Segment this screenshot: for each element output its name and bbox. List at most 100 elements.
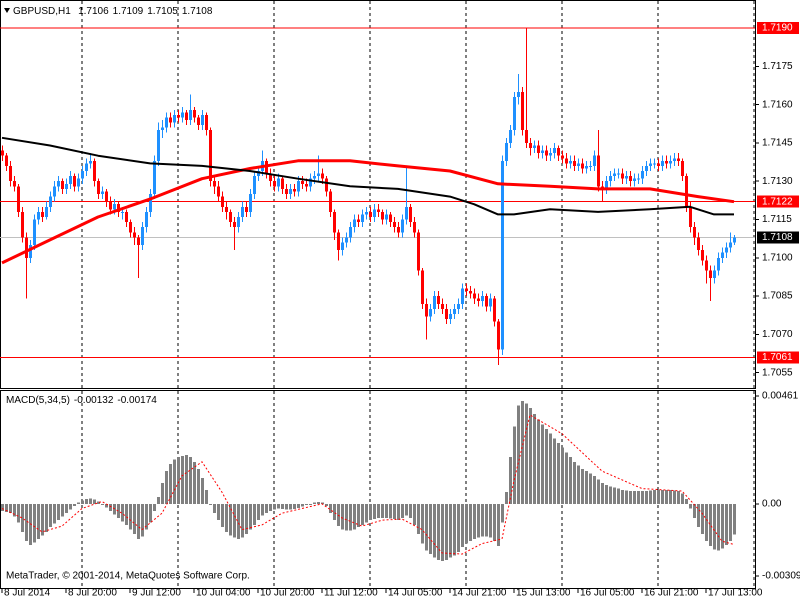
candle-body — [557, 148, 560, 156]
candle-body — [393, 222, 396, 228]
candle-body — [637, 178, 640, 180]
macd-bar — [489, 503, 492, 538]
candle-body — [273, 181, 276, 187]
macd-bar — [621, 489, 624, 504]
macd-bar — [109, 503, 112, 511]
macd-bar — [329, 503, 332, 514]
macd-bar — [321, 502, 324, 504]
ohlc-open: 1.7106 — [78, 6, 109, 17]
macd-bar — [669, 489, 672, 504]
signal-value: -0.00174 — [117, 395, 157, 406]
macd-bar — [445, 503, 448, 560]
macd-bar — [89, 498, 92, 504]
macd-bar — [549, 433, 552, 504]
macd-bar — [629, 490, 632, 504]
candle-body — [357, 219, 360, 223]
candle-body — [457, 303, 460, 309]
indicator-header: MACD(5,34,5) -0.00132 -0.00174 — [6, 395, 157, 406]
candle-body — [73, 176, 76, 187]
macd-bar — [429, 503, 432, 555]
candle-body — [437, 296, 440, 304]
candle-body — [453, 308, 456, 314]
macd-bar — [257, 503, 260, 521]
macd-bar — [601, 482, 604, 504]
macd-bar — [345, 503, 348, 531]
candle-body — [257, 171, 260, 177]
candle-body — [657, 163, 660, 166]
level-label-box — [757, 351, 799, 364]
candle-body — [669, 160, 672, 164]
macd-bar — [605, 485, 608, 504]
x-tick-label: 8 Jul 20:00 — [68, 588, 117, 599]
candle-body — [329, 191, 332, 212]
candle-body — [425, 303, 428, 317]
candle-body — [717, 257, 720, 271]
macd-bar — [685, 499, 688, 504]
macd-bar — [577, 465, 580, 504]
level-label: 1.7122 — [762, 196, 793, 207]
macd-bar — [557, 443, 560, 504]
candle-body — [5, 155, 8, 166]
macd-bar — [461, 503, 464, 548]
candle-body — [225, 206, 228, 212]
candle-body — [109, 201, 112, 210]
macd-bar — [25, 503, 28, 542]
macd-bar — [313, 502, 316, 504]
candle-body — [341, 242, 344, 251]
macd-bar — [677, 490, 680, 504]
candle-body — [625, 176, 628, 179]
macd-bar — [201, 478, 204, 504]
candle-body — [621, 173, 624, 179]
candle-body — [65, 183, 68, 189]
macd-bar — [521, 400, 524, 504]
candle-body — [181, 112, 184, 118]
macd-bar — [385, 503, 388, 518]
level-label: 1.7190 — [762, 23, 793, 34]
macd-bar — [5, 503, 8, 513]
candle-body — [417, 232, 420, 271]
macd-bar — [465, 503, 468, 544]
macd-bar — [9, 503, 12, 514]
macd-bar — [269, 503, 272, 511]
candle-body — [145, 211, 148, 228]
macd-bar — [481, 503, 484, 537]
candle-body — [345, 237, 348, 243]
candle-body — [333, 211, 336, 233]
chart-header: GBPUSD,H1 1.7106 1.7109 1.7105 1.7108 — [13, 6, 213, 17]
price-label-box — [757, 231, 799, 244]
candle-body — [373, 209, 376, 217]
macd-bar — [565, 452, 568, 504]
macd-bar — [141, 503, 144, 537]
macd-bar — [689, 503, 692, 509]
candle-body — [29, 245, 32, 258]
candle-body — [165, 117, 168, 128]
macd-bar — [497, 503, 500, 546]
candle-body — [565, 158, 568, 164]
candle-body — [413, 222, 416, 233]
macd-bar — [277, 503, 280, 509]
macd-bar — [237, 503, 240, 539]
macd-bar — [349, 503, 352, 531]
macd-bar — [241, 503, 244, 538]
candle-body — [101, 191, 104, 194]
ohlc-high: 1.7109 — [113, 6, 144, 17]
candle-body — [433, 296, 436, 309]
candle-body — [469, 291, 472, 294]
macd-bar — [161, 482, 164, 504]
macd-bar — [477, 503, 480, 538]
candle-body — [533, 145, 536, 149]
level-label: 1.7061 — [762, 352, 793, 363]
candle-body — [193, 109, 196, 118]
macd-bar — [189, 457, 192, 504]
macd-bar — [185, 454, 188, 504]
macd-bar — [581, 468, 584, 504]
macd-bar — [169, 464, 172, 504]
candle-body — [585, 165, 588, 169]
macd-bar — [37, 503, 40, 539]
macd-bar — [681, 493, 684, 504]
candle-body — [237, 216, 240, 228]
candle-body — [129, 222, 132, 233]
macd-bar — [637, 490, 640, 504]
macd-bar — [449, 503, 452, 558]
